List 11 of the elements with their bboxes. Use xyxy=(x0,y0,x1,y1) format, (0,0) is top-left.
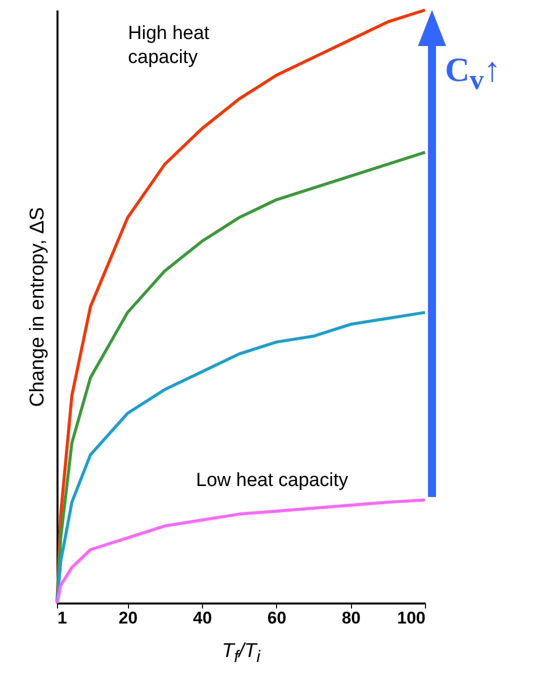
x-tick-label: 20 xyxy=(118,608,138,628)
annotation: High heat capacity xyxy=(128,22,210,70)
x-tick-label: 100 xyxy=(397,608,426,628)
annotation: Low heat capacity xyxy=(196,470,348,492)
x-tick-label: 60 xyxy=(267,608,286,628)
x-tick-label: 80 xyxy=(342,608,361,628)
x-axis-title: T$_{f}$/T$_{i}$ xyxy=(220,640,262,667)
y-axis-title: Change in entropy, ΔS xyxy=(26,207,48,407)
x-tick-label: 40 xyxy=(193,608,212,628)
text: C$_{v}$↑ xyxy=(445,52,501,97)
x-tick-label: 1 xyxy=(58,608,67,628)
